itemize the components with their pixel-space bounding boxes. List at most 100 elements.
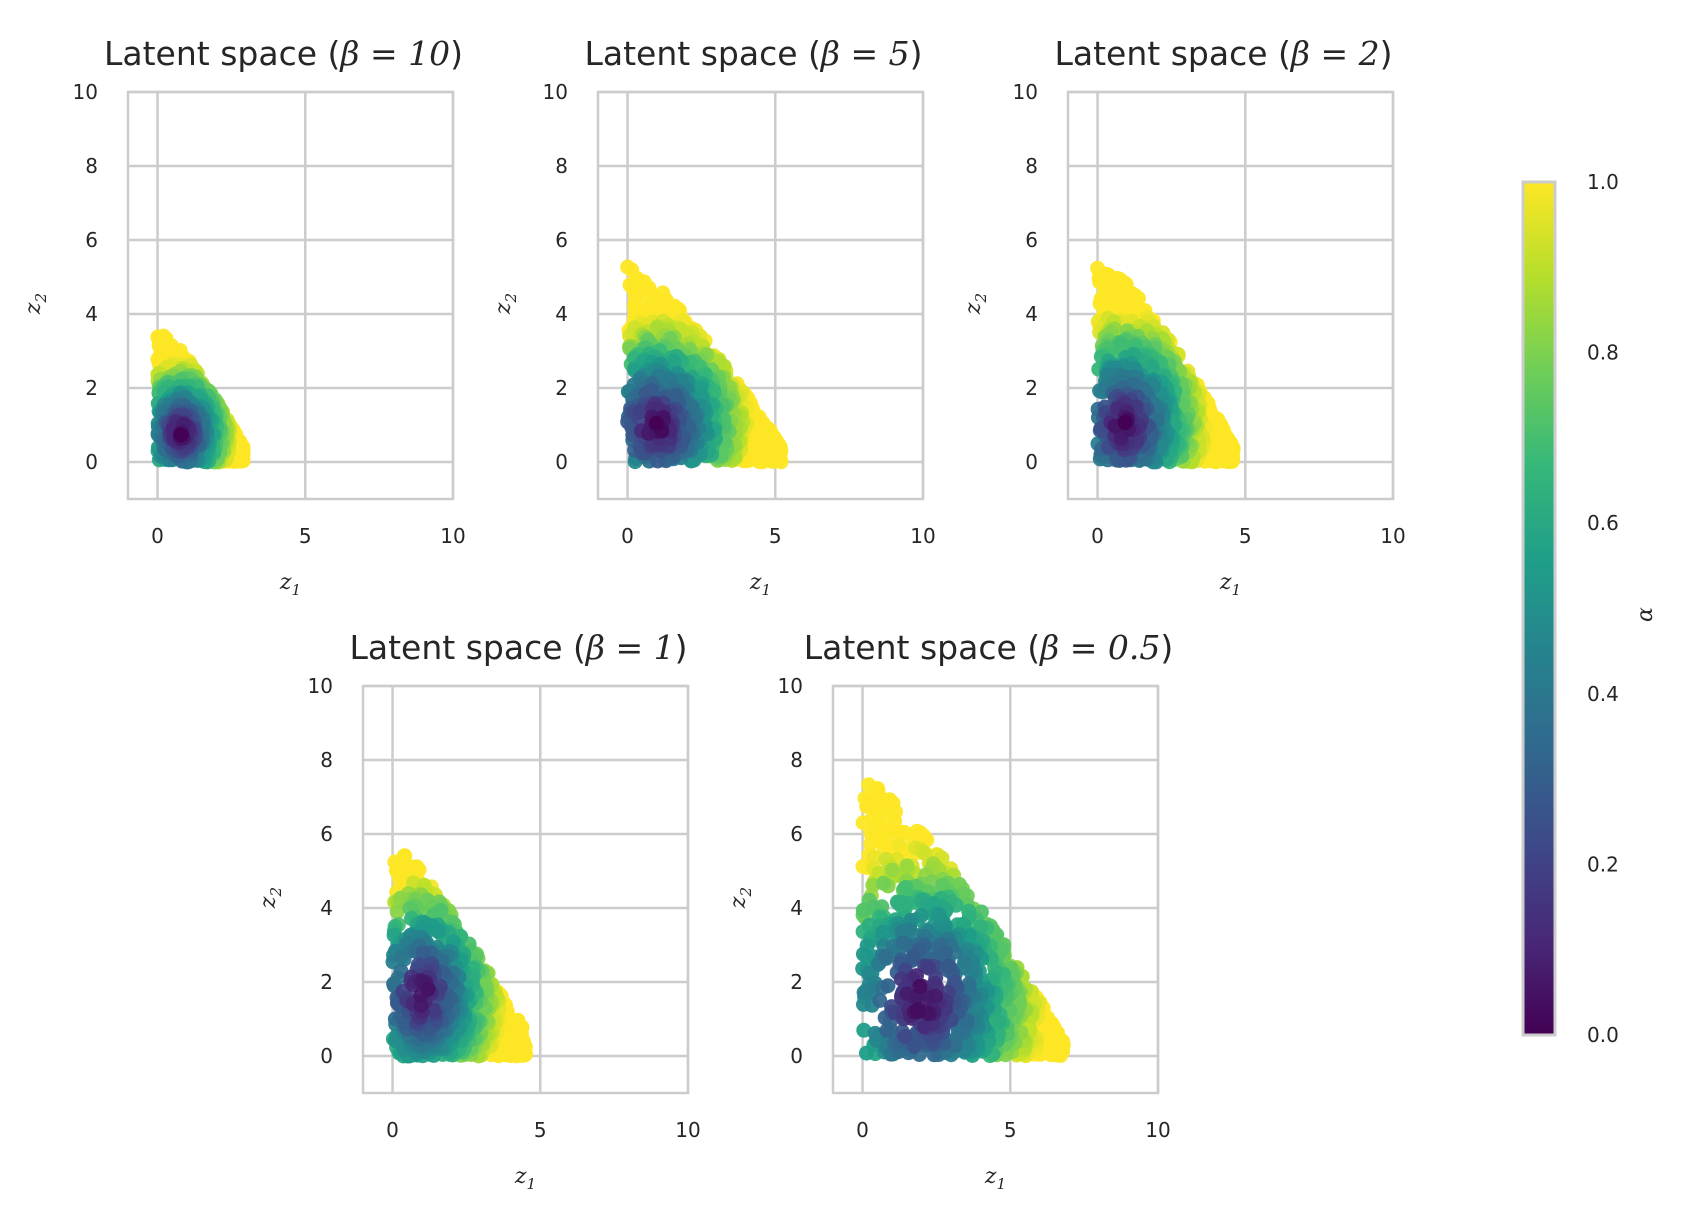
x-tick-label: 0 xyxy=(856,1118,869,1142)
x-axis-label-sub: 1 xyxy=(1232,581,1242,599)
y-tick-label: 6 xyxy=(85,228,98,252)
scatter-point xyxy=(415,945,431,961)
y-axis-label-main: z xyxy=(491,302,516,315)
x-axis-label: z1 xyxy=(514,1164,536,1193)
x-tick-label: 0 xyxy=(386,1118,399,1142)
x-tick-label: 0 xyxy=(621,524,634,548)
subplot-title: Latent space (β = 5) xyxy=(585,34,923,73)
scatter-point xyxy=(876,792,892,808)
y-tick-label: 4 xyxy=(1025,302,1038,326)
scatter-point xyxy=(648,415,664,431)
y-tick-label: 0 xyxy=(790,1044,803,1068)
scatter-point xyxy=(878,949,894,965)
title-prefix: Latent space ( xyxy=(350,628,586,667)
y-tick-label: 2 xyxy=(85,376,98,400)
y-tick-label: 10 xyxy=(308,674,333,698)
x-axis-label: z1 xyxy=(1219,570,1241,599)
scatter-point xyxy=(500,1031,516,1047)
x-tick-label: 10 xyxy=(675,1118,700,1142)
scatter-point xyxy=(771,438,787,453)
x-tick-label: 10 xyxy=(440,524,465,548)
colorbar-tick-label: 0.0 xyxy=(1587,1023,1619,1047)
scatter-point xyxy=(393,890,408,906)
x-axis-label-main: z xyxy=(1219,570,1232,595)
x-tick-label: 10 xyxy=(1380,524,1405,548)
scatter-point xyxy=(173,427,189,443)
scatter-point xyxy=(866,849,882,865)
y-axis-label: z2 xyxy=(256,887,285,909)
y-tick-label: 4 xyxy=(790,896,803,920)
colorbar-tick-label: 1.0 xyxy=(1587,170,1619,194)
scatter-point xyxy=(1204,453,1220,469)
y-tick-label: 2 xyxy=(790,970,803,994)
y-tick-label: 6 xyxy=(790,822,803,846)
y-tick-label: 4 xyxy=(555,302,568,326)
title-math: β = 5 xyxy=(819,34,910,73)
scatter-point xyxy=(937,945,953,961)
scatter-point xyxy=(869,803,885,819)
y-tick-label: 2 xyxy=(320,970,333,994)
scatter-point xyxy=(912,978,928,994)
scatter-point xyxy=(1117,415,1133,431)
scatter-point xyxy=(916,1019,932,1035)
colorbar-gradient xyxy=(1521,180,1557,1037)
y-tick-label: 2 xyxy=(1025,376,1038,400)
y-axis-label-main: z xyxy=(21,302,46,315)
x-tick-label: 0 xyxy=(151,524,164,548)
y-tick-label: 10 xyxy=(543,80,568,104)
y-tick-label: 8 xyxy=(790,748,803,772)
scatter-point xyxy=(150,329,166,345)
scatter-point xyxy=(917,845,933,861)
scatter-point xyxy=(870,781,885,796)
axes-frame xyxy=(1066,90,1395,501)
scatter-point xyxy=(897,1029,913,1044)
y-tick-label: 2 xyxy=(555,376,568,400)
y-axis-label-sub: 2 xyxy=(972,293,990,304)
x-axis-label-main: z xyxy=(984,1164,997,1189)
y-tick-label: 0 xyxy=(555,450,568,474)
title-suffix: ) xyxy=(1380,34,1393,73)
colorbar: 0.00.20.40.60.81.0α xyxy=(1521,170,1658,1047)
title-prefix: Latent space ( xyxy=(585,34,821,73)
title-math: β = 10 xyxy=(338,34,450,73)
x-axis-label-main: z xyxy=(514,1164,527,1189)
axes-frame xyxy=(361,684,690,1095)
y-axis-label-main: z xyxy=(256,896,281,909)
scatter-point xyxy=(1224,453,1240,469)
x-axis-label-main: z xyxy=(279,570,292,595)
title-suffix: ) xyxy=(910,34,923,73)
subplot-title: Latent space (β = 1) xyxy=(350,628,688,667)
title-math: β = 2 xyxy=(1289,34,1380,73)
y-axis-label: z2 xyxy=(21,293,50,315)
scatter-point xyxy=(891,837,907,853)
y-tick-label: 4 xyxy=(85,302,98,326)
y-axis-label-sub: 2 xyxy=(32,293,50,304)
scatter-point xyxy=(1054,1040,1070,1056)
scatter-point xyxy=(512,1025,528,1041)
scatter-point xyxy=(761,422,777,438)
colorbar-tick-label: 0.6 xyxy=(1587,511,1619,535)
y-axis-label: z2 xyxy=(961,293,990,315)
x-axis-label: z1 xyxy=(984,1164,1006,1193)
title-suffix: ) xyxy=(1160,628,1173,667)
y-axis-label: z2 xyxy=(491,293,520,315)
x-tick-label: 10 xyxy=(910,524,935,548)
x-tick-label: 0 xyxy=(1091,524,1104,548)
scatter-point xyxy=(666,353,681,369)
colorbar-tick-label: 0.8 xyxy=(1587,341,1619,365)
title-prefix: Latent space ( xyxy=(1055,34,1291,73)
axes-frame xyxy=(596,90,925,501)
y-tick-label: 10 xyxy=(778,674,803,698)
x-axis-label-main: z xyxy=(749,570,762,595)
x-axis-label-sub: 1 xyxy=(997,1175,1007,1193)
x-tick-label: 5 xyxy=(1239,524,1252,548)
title-prefix: Latent space ( xyxy=(104,34,340,73)
scatter-point xyxy=(1109,270,1125,286)
x-axis-label-sub: 1 xyxy=(762,581,772,599)
colorbar-tick-label: 0.2 xyxy=(1587,852,1619,876)
y-tick-label: 8 xyxy=(555,154,568,178)
scatter-point xyxy=(638,279,653,294)
scatter-point xyxy=(655,285,671,301)
